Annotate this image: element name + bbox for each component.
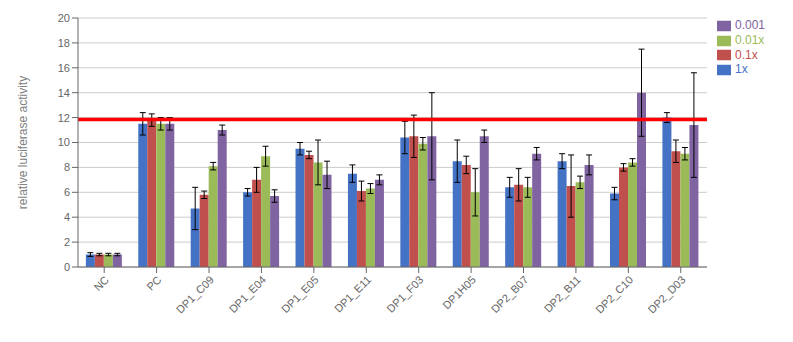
svg-text:0: 0 — [64, 261, 70, 273]
svg-text:DP1_E05: DP1_E05 — [279, 273, 321, 315]
svg-text:6: 6 — [64, 186, 70, 198]
svg-text:DP1_F03: DP1_F03 — [384, 273, 425, 314]
svg-text:DP1_E04: DP1_E04 — [227, 273, 269, 315]
svg-text:10: 10 — [58, 136, 70, 148]
svg-text:20: 20 — [58, 12, 70, 24]
svg-text:4: 4 — [64, 211, 70, 223]
html-text:1x: 1x — [735, 62, 748, 77]
svg-text:relative luciferase activity: relative luciferase activity — [16, 76, 30, 209]
svg-text:DP1_E11: DP1_E11 — [332, 273, 373, 314]
svg-text:DP2_C10: DP2_C10 — [593, 273, 635, 315]
svg-text:14: 14 — [58, 87, 70, 99]
svg-text:DP1_C09: DP1_C09 — [174, 273, 216, 315]
svg-text:DP2_B07: DP2_B07 — [489, 273, 531, 315]
svg-text:12: 12 — [58, 112, 70, 124]
html-text:0.001: 0.001 — [735, 18, 765, 32]
svg-text:DP2_B11: DP2_B11 — [542, 273, 583, 314]
svg-text:8: 8 — [64, 161, 70, 173]
html-text:0.01x: 0.01x — [735, 32, 765, 47]
svg-text:NC: NC — [91, 273, 111, 293]
svg-text:2: 2 — [64, 236, 70, 248]
svg-text:PC: PC — [144, 273, 163, 292]
svg-text:18: 18 — [58, 37, 70, 49]
svg-text:DP1H05: DP1H05 — [440, 273, 478, 311]
svg-text:16: 16 — [58, 62, 70, 74]
svg-text:DP2_D03: DP2_D03 — [645, 273, 687, 315]
html-text:0.1x: 0.1x — [735, 47, 758, 62]
